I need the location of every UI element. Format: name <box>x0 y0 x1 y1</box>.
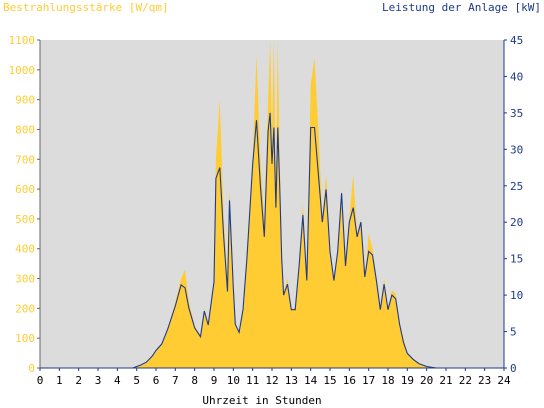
x-tick-label: 15 <box>323 374 336 387</box>
x-tick-label: 3 <box>95 374 102 387</box>
y-right-tick-label: 15 <box>510 253 523 266</box>
left-axis-title: Bestrahlungsstärke [W/qm] <box>3 1 169 14</box>
y-left-tick-label: 0 <box>28 362 35 375</box>
x-tick-label: 12 <box>265 374 278 387</box>
x-tick-label: 21 <box>439 374 452 387</box>
y-left-tick-label: 600 <box>15 183 35 196</box>
x-tick-label: 8 <box>191 374 198 387</box>
y-right-tick-label: 40 <box>510 70 523 83</box>
x-tick-label: 6 <box>153 374 160 387</box>
y-right-tick-label: 10 <box>510 289 523 302</box>
y-left-tick-label: 100 <box>15 332 35 345</box>
x-tick-label: 5 <box>133 374 140 387</box>
y-right-tick-label: 30 <box>510 143 523 156</box>
right-axis-title: Leistung der Anlage [kW] <box>382 1 541 14</box>
y-left-tick-label: 1000 <box>9 64 36 77</box>
x-tick-label: 13 <box>285 374 298 387</box>
y-left-tick-label: 800 <box>15 123 35 136</box>
x-tick-label: 7 <box>172 374 179 387</box>
x-tick-label: 4 <box>114 374 121 387</box>
y-left-tick-label: 200 <box>15 302 35 315</box>
x-tick-label: 14 <box>304 374 318 387</box>
power-line <box>40 112 504 369</box>
y-left-tick-label: 900 <box>15 94 35 107</box>
y-left-tick-label: 1100 <box>9 34 36 47</box>
x-tick-label: 10 <box>227 374 240 387</box>
y-right-tick-label: 25 <box>510 180 523 193</box>
y-left-tick-label: 400 <box>15 243 35 256</box>
y-right-tick-label: 5 <box>510 326 517 339</box>
x-tick-label: 16 <box>343 374 356 387</box>
y-right-tick-label: 0 <box>510 362 517 375</box>
y-left-tick-label: 700 <box>15 153 35 166</box>
y-right-tick-label: 45 <box>510 34 523 47</box>
y-left-tick-label: 300 <box>15 273 35 286</box>
x-tick-label: 23 <box>478 374 491 387</box>
x-axis-title: Uhrzeit in Stunden <box>202 394 321 407</box>
y-left-tick-label: 500 <box>15 213 35 226</box>
irradiance-area <box>40 40 504 368</box>
x-tick-label: 1 <box>56 374 63 387</box>
y-right-tick-label: 35 <box>510 107 523 120</box>
x-tick-label: 17 <box>362 374 375 387</box>
x-tick-label: 22 <box>459 374 472 387</box>
x-tick-label: 20 <box>420 374 433 387</box>
y-right-tick-label: 20 <box>510 216 523 229</box>
x-tick-label: 2 <box>75 374 82 387</box>
x-tick-label: 18 <box>381 374 394 387</box>
x-tick-label: 0 <box>37 374 44 387</box>
x-tick-label: 9 <box>211 374 218 387</box>
x-tick-label: 11 <box>246 374 259 387</box>
x-tick-label: 19 <box>401 374 414 387</box>
x-tick-label: 24 <box>497 374 511 387</box>
